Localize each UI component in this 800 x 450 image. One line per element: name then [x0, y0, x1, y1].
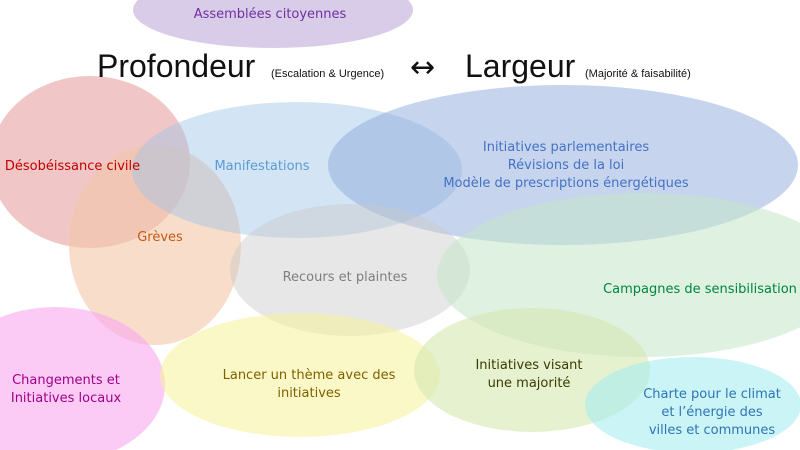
label-charte: Charte pour le climat et l’énergie des v… — [643, 387, 781, 438]
label-lancer: Lancer un thème avec des initiatives — [222, 368, 396, 401]
ellipse-recours — [230, 204, 470, 336]
label-changements: Changements et Initiatives locaux — [10, 373, 122, 406]
ellipse-lancer — [160, 313, 440, 437]
label-desobeissance: Désobéissance civile — [4, 159, 141, 174]
label-assemblees: Assemblées citoyennes — [193, 7, 347, 22]
profondeur-note: (Escalation & Urgence) — [271, 68, 385, 80]
profondeur-title: Profondeur — [97, 48, 256, 84]
label-recours: Recours et plaintes — [282, 270, 408, 285]
largeur-title: Largeur — [465, 48, 576, 84]
ellipse-assemblees — [133, 0, 413, 48]
label-initiatives-parlementaires: Initiatives parlementaires Révisions de … — [443, 140, 689, 191]
ellipse-charte — [585, 357, 800, 450]
label-majorite: Initiatives visant une majorité — [475, 358, 583, 391]
label-greves: Grèves — [137, 230, 183, 245]
ellipse-greves — [69, 145, 241, 345]
label-campagnes: Campagnes de sensibilisation — [603, 282, 797, 297]
largeur-note: (Majorité & faisabilité) — [585, 68, 691, 80]
label-manifestations: Manifestations — [214, 159, 310, 174]
ellipse-changements — [0, 307, 165, 450]
double-arrow-icon: ↔ — [410, 50, 436, 85]
